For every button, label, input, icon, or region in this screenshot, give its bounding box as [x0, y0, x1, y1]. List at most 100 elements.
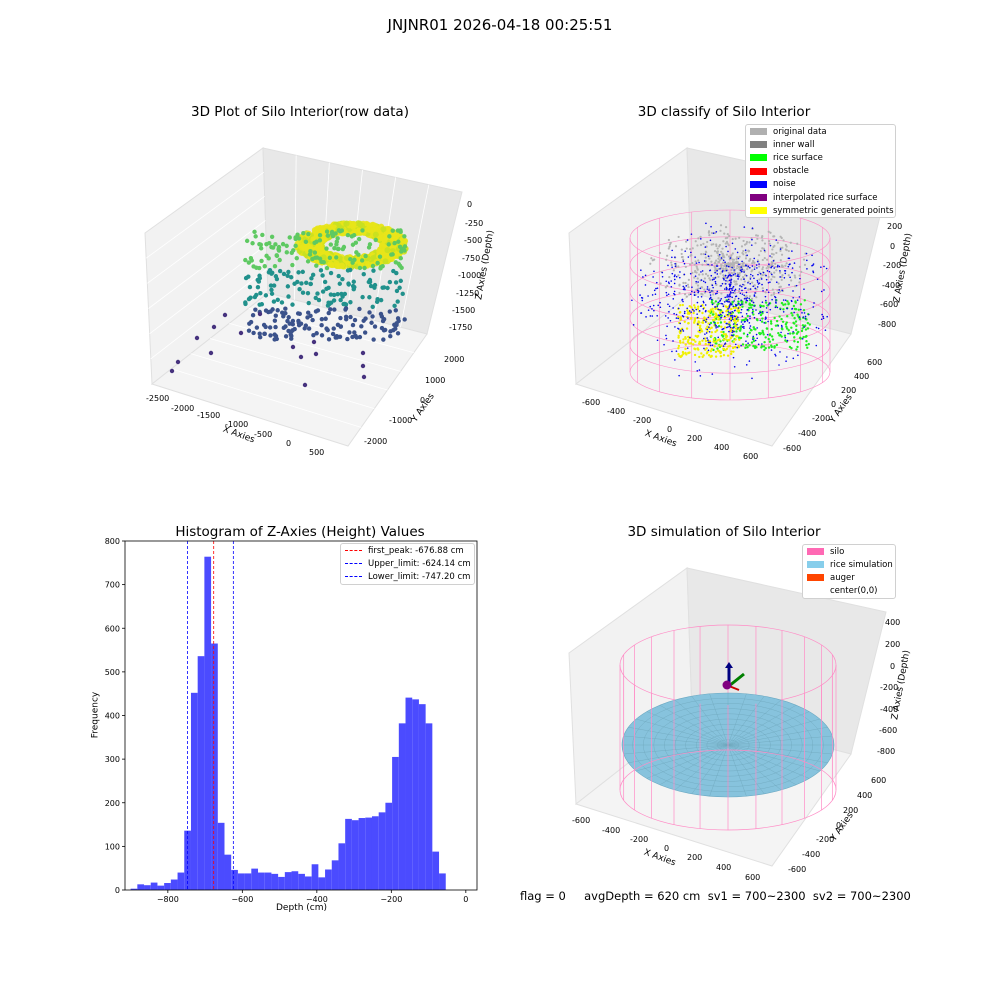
panel4-title: 3D simulation of Silo Interior — [627, 524, 821, 540]
p2-ytick-5: 400 — [854, 372, 870, 381]
histogram-bar — [211, 643, 218, 890]
histogram-bar — [358, 818, 366, 890]
p2-xtick-2: -200 — [633, 416, 652, 425]
histogram-bar — [378, 812, 386, 890]
legend-item-first-peak: first_peak: -676.88 cm — [341, 544, 474, 557]
p4-xtick-6: 600 — [745, 873, 761, 882]
histogram-bar — [258, 872, 265, 890]
panel4-legend: silo rice simulation auger center(0,0) — [802, 544, 896, 599]
p2-xtick-4: 200 — [687, 434, 703, 443]
histogram-bar — [144, 885, 151, 890]
histogram-bar — [217, 822, 225, 890]
histogram-bar — [244, 873, 252, 890]
p4-ytick-0: -600 — [788, 865, 807, 874]
p2-ytick-6: 600 — [867, 358, 883, 367]
histogram-bar — [392, 756, 399, 890]
p4-ytick-2: -200 — [816, 835, 835, 844]
p2-ytick-0: -600 — [783, 444, 802, 453]
legend-item-noise: noise — [746, 178, 895, 191]
p4-ytick-5: 400 — [857, 791, 873, 800]
p4-xtick-0: -600 — [572, 816, 591, 825]
y-tick-label: 100 — [105, 842, 120, 851]
histogram-bar — [398, 723, 406, 890]
p2-ytick-1: -400 — [798, 429, 817, 438]
p1-xtick-2: -1500 — [197, 411, 221, 420]
y-tick-label: 0 — [115, 886, 120, 895]
p2-xtick-1: -400 — [607, 407, 626, 416]
panel1-panes — [144, 147, 463, 447]
p2-ztick-5: -800 — [878, 320, 897, 329]
histogram-bar — [264, 872, 272, 890]
p4-ytick-3: 0 — [836, 821, 842, 830]
histogram-bar — [318, 877, 326, 890]
histogram-bar — [278, 876, 285, 890]
histogram-bar — [405, 697, 413, 890]
p4-ztick-0: 400 — [885, 618, 901, 627]
y-tick-label: 800 — [105, 537, 120, 546]
histogram-bar — [177, 872, 185, 890]
histogram-bar — [271, 873, 279, 890]
p2-ztick-3: -400 — [882, 281, 901, 290]
panel2-title: 3D classify of Silo Interior — [637, 104, 811, 120]
legend-item-auger: auger — [803, 571, 895, 584]
p1-ztick-1: -250 — [465, 219, 484, 228]
p1-xtick-3: -1000 — [225, 420, 249, 429]
legend-item-symmetric: symmetric generated points — [746, 204, 895, 217]
figure-title: JNJNR01 2026-04-18 00:25:51 — [387, 16, 613, 34]
p1-ztick-3: -750 — [462, 254, 481, 263]
histogram-bar — [298, 873, 305, 890]
panel1-3d-scatter — [144, 147, 463, 447]
y-tick-label: 600 — [105, 624, 120, 633]
p4-xtick-2: -200 — [630, 835, 649, 844]
p4-ytick-6: 600 — [871, 776, 887, 785]
p4-ztick-2: 0 — [890, 662, 896, 671]
histogram-bar — [304, 876, 312, 890]
p2-ztick-1: 0 — [890, 242, 896, 251]
p4-ytick-4: 200 — [843, 806, 859, 815]
histogram-bar — [338, 843, 346, 890]
p4-ztick-5: -600 — [879, 726, 898, 735]
panel1-title: 3D Plot of Silo Interior(row data) — [191, 104, 409, 120]
p1-ytick-1: -1000 — [389, 416, 413, 425]
p1-ztick-4: -1000 — [458, 271, 482, 280]
p1-ztick-5: -1250 — [456, 289, 480, 298]
histogram-bar — [385, 802, 393, 890]
histogram-bar — [184, 830, 191, 890]
p2-ztick-4: -600 — [880, 300, 899, 309]
y-tick-label: 300 — [105, 755, 120, 764]
p4-ztick-1: 200 — [885, 640, 901, 649]
p2-xtick-3: 0 — [667, 425, 673, 434]
histogram-bar — [412, 699, 419, 890]
histogram-bar — [291, 871, 299, 890]
histogram-bar — [251, 868, 259, 890]
x-tick-label: −200 — [380, 895, 402, 904]
p2-ytick-2: -200 — [812, 414, 831, 423]
panel3-legend: first_peak: -676.88 cm Upper_limit: -624… — [340, 543, 475, 585]
histogram-bar — [365, 817, 372, 890]
y-tick-label: 700 — [105, 581, 120, 590]
legend-item-silo: silo — [803, 545, 895, 558]
panel3-title: Histogram of Z-Axies (Height) Values — [175, 524, 425, 540]
histogram-bar — [157, 885, 165, 890]
p1-ztick-6: -1500 — [452, 306, 476, 315]
panel2-legend: original data inner wall rice surface ob… — [745, 124, 896, 219]
histogram-bar — [311, 864, 319, 890]
p1-ytick-3: 1000 — [425, 376, 446, 385]
histogram-bar — [231, 869, 238, 890]
histogram-bar — [204, 556, 212, 890]
x-tick-label: −800 — [157, 895, 179, 904]
p4-xtick-5: 400 — [716, 863, 732, 872]
histogram-bar — [197, 656, 205, 890]
p2-ytick-3: 0 — [831, 400, 837, 409]
panel3-histogram: −800 −600 −400 −200 0 0 100 200 300 400 500 600 700… — [105, 537, 478, 904]
x-tick-label: −600 — [231, 895, 253, 904]
p2-xtick-5: 400 — [714, 443, 730, 452]
histogram-bar — [325, 869, 332, 890]
p4-ztick-4: -400 — [880, 705, 899, 714]
p1-ztick-7: -1750 — [449, 323, 473, 332]
legend-item-obstacle: obstacle — [746, 165, 895, 178]
histogram-bar — [439, 873, 446, 890]
x-tick-label: −400 — [306, 895, 328, 904]
histogram-bar — [170, 879, 178, 890]
histogram-bar — [237, 873, 245, 890]
